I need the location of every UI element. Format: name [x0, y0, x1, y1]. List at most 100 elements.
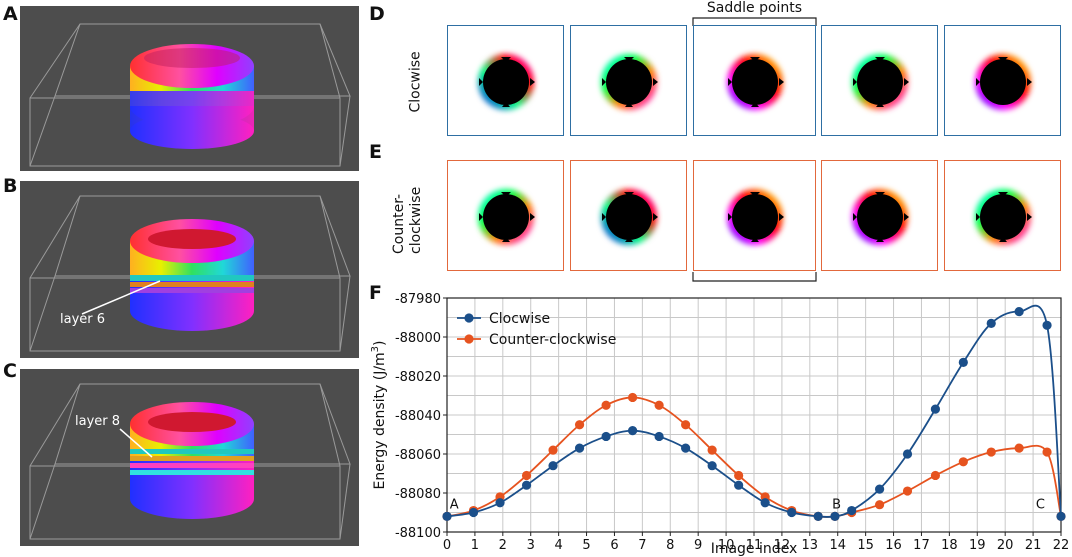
- x-tick-label: 2: [499, 538, 507, 553]
- data-point-clockwise: [442, 511, 452, 521]
- x-tick-label: 7: [638, 538, 646, 553]
- data-point-clockwise: [787, 507, 797, 518]
- x-tick-label: 6: [610, 538, 618, 553]
- panel-label-b: B: [3, 175, 18, 197]
- x-tick-label: 20: [997, 538, 1014, 553]
- data-point-clockwise: [986, 318, 996, 328]
- x-tick-label: 0: [443, 538, 451, 553]
- data-point-counter-clockwise: [874, 500, 885, 510]
- annotation-b: B: [832, 498, 841, 513]
- data-point-clockwise: [548, 461, 558, 471]
- data-point-clockwise: [830, 511, 840, 521]
- annotation-c: C: [1036, 498, 1045, 513]
- data-point-counter-clockwise: [1042, 447, 1052, 457]
- ring-b: [130, 219, 254, 331]
- cw-frame-2: [570, 25, 687, 136]
- render-c-scene: [29, 383, 351, 540]
- ring-a: [130, 44, 254, 149]
- data-point-clockwise: [468, 507, 479, 518]
- data-point-counter-clockwise: [548, 445, 558, 455]
- data-point-clockwise: [874, 484, 885, 494]
- data-point-clockwise: [1056, 511, 1066, 521]
- x-tick-label: 4: [554, 538, 562, 553]
- legend-swatch-marker: [464, 313, 474, 323]
- data-point-clockwise: [495, 498, 505, 508]
- cw-frame-5: [944, 25, 1061, 136]
- layer6-label: layer 6: [60, 312, 106, 327]
- data-point-clockwise: [1014, 307, 1024, 317]
- ccw-frame-2: [570, 160, 687, 271]
- data-point-counter-clockwise: [958, 457, 968, 467]
- render-panel-c: layer 8: [20, 369, 359, 546]
- layer6-pointer: [81, 280, 161, 315]
- data-point-clockwise: [813, 511, 823, 521]
- ring-c: [130, 402, 254, 519]
- annotation-a: A: [450, 498, 459, 513]
- x-tick-label: 1: [471, 538, 479, 553]
- y-tick-label: -88080: [395, 487, 441, 502]
- data-point-clockwise: [1042, 320, 1052, 330]
- data-point-counter-clockwise: [654, 400, 664, 410]
- panel-label-f: F: [369, 282, 382, 304]
- data-point-counter-clockwise: [902, 486, 913, 496]
- y-tick-label: -87980: [395, 292, 441, 307]
- data-point-clockwise: [681, 443, 691, 453]
- x-tick-label: 15: [857, 538, 874, 553]
- x-tick-label: 12: [774, 538, 791, 553]
- legend-swatch-marker: [464, 334, 474, 344]
- x-tick-label: 11: [746, 538, 763, 553]
- x-tick-label: 21: [1025, 538, 1042, 553]
- ccw-frame-1: [447, 160, 564, 271]
- cw-frame-1: [447, 25, 564, 136]
- data-point-clockwise: [958, 357, 968, 367]
- data-point-counter-clockwise: [627, 392, 638, 403]
- y-tick-label: -88020: [395, 370, 441, 385]
- data-point-counter-clockwise: [521, 470, 532, 481]
- data-point-counter-clockwise: [1014, 443, 1024, 453]
- data-point-clockwise: [601, 431, 611, 442]
- panel-label-c: C: [3, 360, 17, 382]
- y-tick-label: -88100: [395, 526, 441, 541]
- data-point-clockwise: [707, 461, 717, 471]
- data-point-clockwise: [902, 449, 913, 459]
- x-tick-label: 5: [582, 538, 590, 553]
- render-panel-b: layer 6: [20, 181, 359, 358]
- x-tick-label: 10: [718, 538, 735, 553]
- x-tick-label: 22: [1053, 538, 1070, 553]
- cw-frame-4: [821, 25, 938, 136]
- data-point-clockwise: [930, 404, 941, 414]
- ccw-frame-5: [944, 160, 1061, 271]
- x-tick-label: 8: [666, 538, 674, 553]
- legend-label: Counter-clockwise: [489, 332, 616, 348]
- data-point-counter-clockwise: [986, 447, 996, 457]
- y-tick-label: -88040: [395, 409, 441, 424]
- data-point-clockwise: [760, 498, 770, 508]
- data-point-counter-clockwise: [574, 420, 585, 430]
- x-tick-label: 16: [885, 538, 902, 553]
- legend-label: Clocwise: [489, 311, 550, 327]
- layer8-label: layer 8: [75, 414, 121, 429]
- data-point-clockwise: [654, 431, 664, 442]
- data-point-clockwise: [627, 426, 638, 436]
- x-tick-label: 18: [941, 538, 958, 553]
- x-tick-label: 17: [913, 538, 930, 553]
- x-tick-label: 9: [694, 538, 702, 553]
- panel-label-e: E: [369, 141, 382, 163]
- render-a-scene: [29, 23, 351, 167]
- cw-frame-3-saddle: [693, 25, 816, 136]
- x-tick-label: 13: [802, 538, 819, 553]
- data-point-counter-clockwise: [601, 400, 611, 410]
- x-tick-label: 19: [969, 538, 986, 553]
- y-axis-label: Energy density (J/m3): [370, 340, 388, 489]
- render-panel-a: [20, 6, 359, 171]
- x-tick-label: 14: [829, 538, 846, 553]
- panel-label-d: D: [369, 3, 385, 25]
- data-point-counter-clockwise: [734, 470, 744, 481]
- saddle-points-title: Saddle points: [706, 0, 803, 16]
- data-point-counter-clockwise: [707, 445, 717, 455]
- ccw-frame-3-saddle: [693, 160, 816, 271]
- layer8-pointer: [119, 428, 153, 458]
- data-point-clockwise: [847, 505, 857, 516]
